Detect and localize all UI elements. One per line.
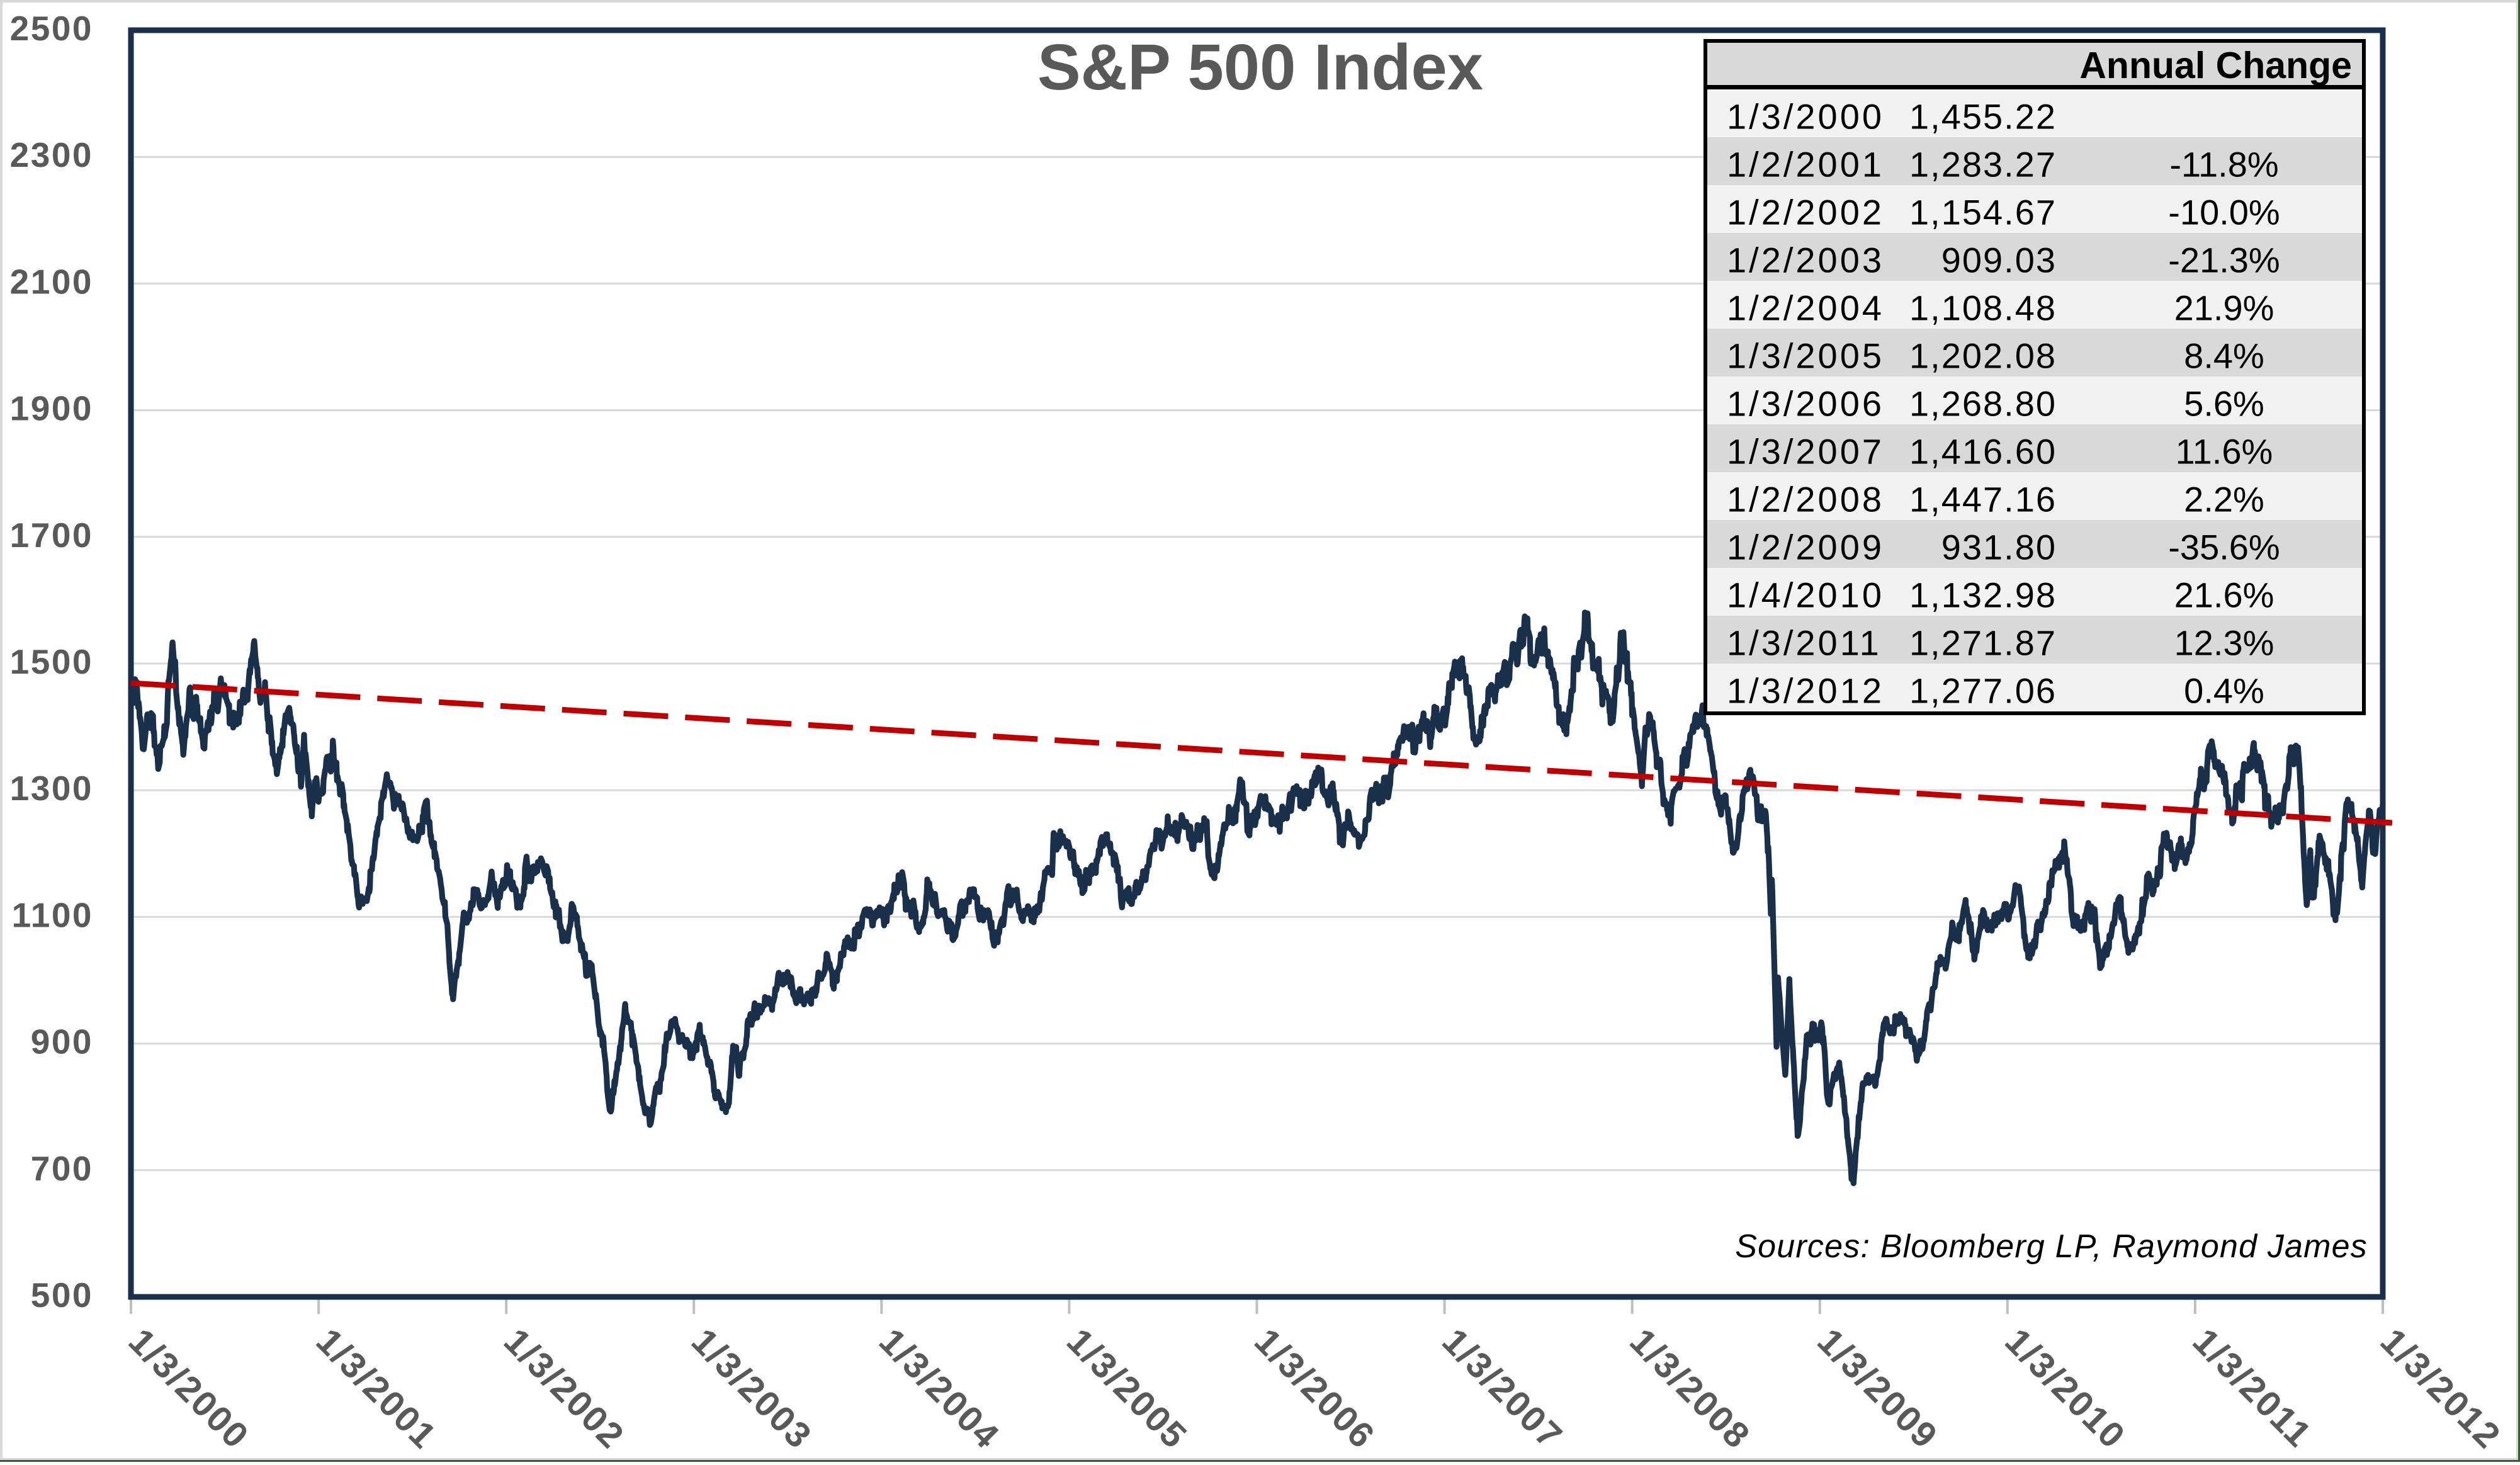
svg-text:1/3/2012: 1/3/2012	[2373, 1321, 2509, 1457]
svg-text:1/3/2006: 1/3/2006	[1246, 1321, 1382, 1457]
svg-text:2300: 2300	[10, 135, 93, 174]
svg-text:1/3/2007: 1/3/2007	[1434, 1321, 1570, 1457]
svg-text:1/3/2010: 1/3/2010	[1997, 1321, 2133, 1457]
svg-text:1/3/2001: 1/3/2001	[308, 1321, 444, 1457]
svg-text:2500: 2500	[10, 9, 93, 48]
svg-text:900: 900	[31, 1022, 93, 1061]
svg-text:1900: 1900	[10, 389, 93, 428]
svg-text:Sources: Bloomberg LP, Raymond: Sources: Bloomberg LP, Raymond James	[1735, 1228, 2368, 1265]
svg-text:1/3/2003: 1/3/2003	[684, 1321, 820, 1457]
svg-text:1/3/2011: 1/3/2011	[2185, 1321, 2320, 1456]
svg-text:1700: 1700	[10, 516, 93, 555]
svg-text:1/3/2005: 1/3/2005	[1059, 1321, 1195, 1457]
svg-text:1300: 1300	[10, 769, 93, 808]
svg-text:1/3/2009: 1/3/2009	[1810, 1321, 1946, 1457]
svg-text:1500: 1500	[10, 642, 93, 681]
svg-text:1/3/2004: 1/3/2004	[871, 1321, 1007, 1457]
svg-text:500: 500	[31, 1276, 93, 1315]
svg-text:1100: 1100	[12, 895, 93, 934]
svg-text:1/3/2002: 1/3/2002	[496, 1321, 632, 1457]
svg-text:2100: 2100	[10, 262, 93, 301]
svg-text:1/3/2000: 1/3/2000	[121, 1321, 257, 1457]
svg-text:1/3/2008: 1/3/2008	[1622, 1321, 1758, 1457]
svg-text:700: 700	[31, 1149, 93, 1188]
